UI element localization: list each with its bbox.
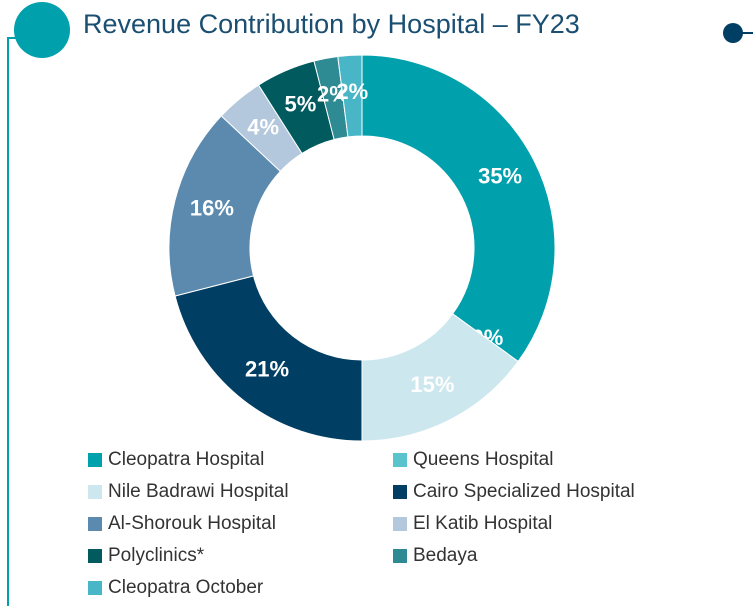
donut-slice [361,54,556,363]
legend-label: Cairo Specialized Hospital [413,481,635,502]
legend-label: Al-Shorouk Hospital [108,513,276,534]
legend-label: Nile Badrawi Hospital [108,481,289,502]
legend-label: Cleopatra October [108,577,264,598]
legend-swatch [393,485,407,499]
chart-title: Revenue Contribution by Hospital – FY23 [83,9,580,39]
legend-label: Polyclinics* [108,545,205,566]
legend-swatch [88,453,102,467]
value-label: 16% [190,195,234,220]
donut-slice [337,54,363,138]
legend-label: Cleopatra Hospital [108,449,264,470]
value-label: 2% [336,79,368,104]
legend-swatch [88,549,102,563]
legend-swatch [88,581,102,595]
legend-swatch [393,453,407,467]
legend-swatch [393,549,407,563]
legend-swatch [393,517,407,531]
title-end-dot [723,23,743,43]
legend-label: Bedaya [413,545,478,566]
legend-swatch [88,485,102,499]
value-label: 4% [247,114,279,139]
donut-slice [174,275,363,442]
value-label: 15% [410,372,454,397]
title-bullet [14,2,70,58]
legend-label: El Katib Hospital [413,513,552,534]
value-label: 5% [285,92,317,117]
value-label: 35% [478,163,522,188]
value-label: 21% [245,356,289,381]
legend-label: Queens Hospital [413,449,553,470]
legend-swatch [88,517,102,531]
frame-line [7,37,30,606]
